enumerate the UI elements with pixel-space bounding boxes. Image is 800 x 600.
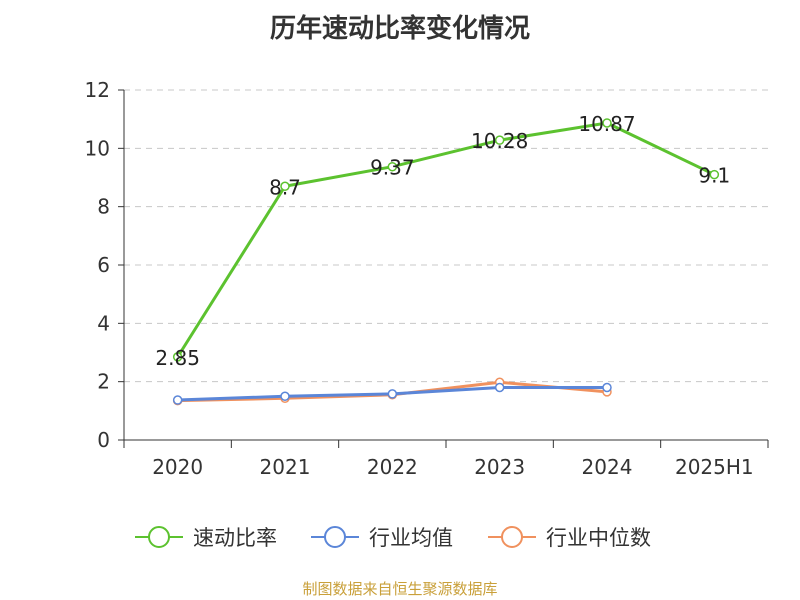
data-label: 10.28 (471, 129, 528, 153)
legend-marker (501, 526, 523, 548)
data-label: 10.87 (578, 112, 635, 136)
grid (124, 89, 768, 383)
y-tick-label: 12 (85, 78, 110, 102)
y-tick-label: 0 (97, 428, 110, 452)
series-line (176, 121, 715, 358)
data-label: 9.1 (698, 164, 730, 188)
source-note: 制图数据来自恒生聚源数据库 (302, 580, 498, 598)
data-label: 9.37 (370, 156, 415, 180)
legend-label: 速动比率 (193, 526, 277, 550)
axes: 0 2 4 6 8 10 12 2020 2021 2022 2023 2024 2025H1 (85, 78, 769, 479)
legend-marker (324, 526, 346, 548)
data-point (280, 181, 290, 191)
data-point (709, 169, 720, 180)
data-point (602, 382, 612, 393)
legend-item[interactable]: 行业均值 (311, 526, 453, 550)
x-tick-label: 2022 (367, 455, 418, 479)
legend-label: 行业中位数 (546, 526, 651, 550)
data-point (387, 161, 398, 172)
legend-item[interactable]: 速动比率 (135, 526, 277, 550)
legend-item[interactable]: 行业中位数 (488, 526, 651, 550)
y-tick-label: 8 (97, 195, 110, 219)
legend-label: 行业均值 (369, 526, 453, 550)
data-point (280, 391, 290, 401)
data-label: 8.7 (269, 175, 301, 199)
legend[interactable]: 速动比率 行业均值 行业中位数 (135, 526, 651, 550)
data-point (387, 389, 398, 399)
data-point (494, 382, 505, 393)
chart-title: 历年速动比率变化情况 (269, 14, 530, 44)
y-tick-label: 6 (97, 253, 110, 277)
data-point (494, 135, 505, 145)
series (172, 118, 720, 406)
x-tick-label: 2023 (474, 455, 525, 479)
x-tick-label: 2024 (582, 455, 633, 479)
data-labels: 2.85 8.7 9.37 10.28 10.87 9.1 (155, 112, 730, 370)
legend-marker (148, 526, 170, 548)
y-tick-label: 4 (97, 311, 110, 335)
y-tick-label: 10 (85, 136, 110, 160)
data-point (172, 352, 183, 362)
data-label: 2.85 (155, 346, 200, 370)
x-tick-label: 2025H1 (675, 455, 754, 479)
data-point (602, 118, 612, 128)
x-tick-label: 2021 (260, 455, 311, 479)
data-point (172, 395, 183, 405)
x-tick-label: 2020 (152, 455, 203, 479)
y-tick-label: 2 (97, 370, 110, 394)
